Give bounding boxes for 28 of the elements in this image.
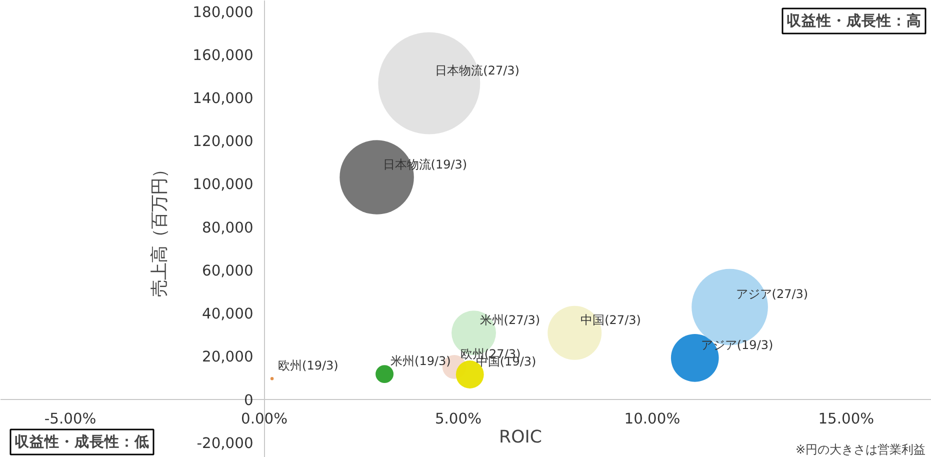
annotation: 米州(27/3) bbox=[480, 312, 540, 327]
annotation: 収益性・成長性：低 bbox=[14, 434, 150, 450]
annotation: ※円の大きさは営業利益 bbox=[795, 442, 926, 456]
annotation: 収益性・成長性：高 bbox=[786, 12, 922, 30]
y-tick-label: 0 bbox=[244, 392, 254, 409]
y-tick-label: 40,000 bbox=[202, 306, 254, 323]
y-tick-label: 140,000 bbox=[192, 90, 254, 108]
y-tick-label: 60,000 bbox=[202, 262, 254, 280]
annotation: アジア(27/3) bbox=[736, 287, 808, 302]
y-tick-label: 180,000 bbox=[192, 4, 254, 21]
y-tick-label: 160,000 bbox=[192, 46, 254, 64]
x-tick-label: 5.00% bbox=[434, 410, 482, 428]
y-tick-label: 80,000 bbox=[202, 219, 254, 236]
y-tick-label: 100,000 bbox=[192, 176, 254, 194]
annotation: アジア(19/3) bbox=[700, 338, 774, 352]
y-tick-label: 20,000 bbox=[202, 348, 254, 366]
y-axis-title: 売上高（百万円） bbox=[150, 161, 170, 297]
annotation: 欧州(19/3) bbox=[278, 358, 338, 373]
annotation: 米州(19/3) bbox=[390, 354, 451, 368]
annotation: 中国(27/3) bbox=[580, 312, 641, 327]
x-tick-label: 0.00% bbox=[241, 410, 288, 428]
x-axis-title: ROIC bbox=[499, 428, 542, 448]
x-tick-label: 10.00% bbox=[624, 410, 680, 428]
x-tick-label: 15.00% bbox=[818, 410, 874, 428]
y-tick-label: 120,000 bbox=[192, 133, 254, 150]
annotation: 日本物流(27/3) bbox=[435, 63, 520, 78]
x-tick-label: -5.00% bbox=[44, 410, 96, 428]
y-tick-label: -20,000 bbox=[196, 434, 254, 452]
